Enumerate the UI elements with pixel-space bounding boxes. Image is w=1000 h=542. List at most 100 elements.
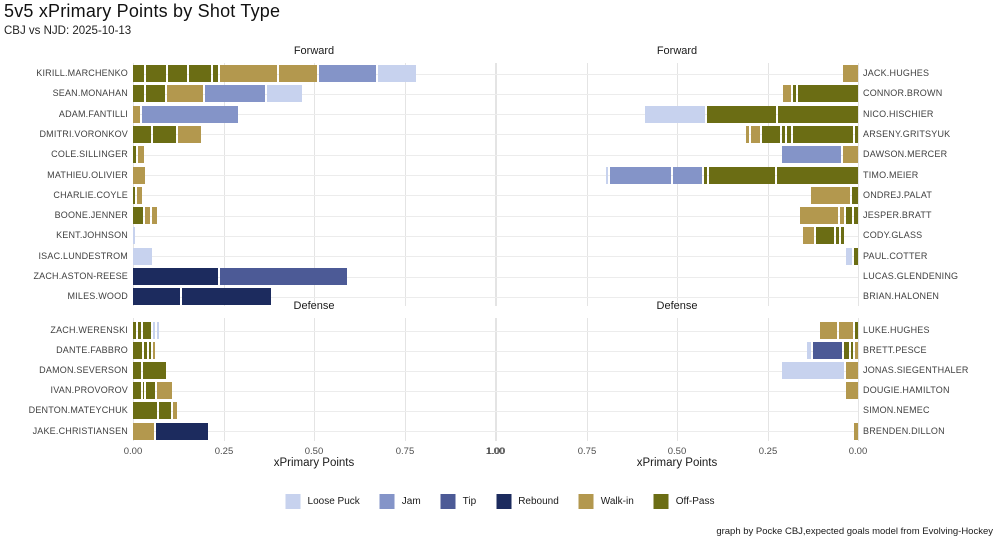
- gridline-vertical: [768, 318, 769, 441]
- bar-segment-offpass: [159, 402, 171, 419]
- gridline-row: [494, 351, 858, 352]
- gridline-row: [133, 431, 497, 432]
- x-tick-label: 0.00: [848, 446, 868, 457]
- gridline-row: [133, 216, 497, 217]
- bar-miles.wood: [133, 288, 271, 305]
- x-axis-title: xPrimary Points: [636, 457, 718, 469]
- player-label: JESPER.BRATT: [863, 210, 932, 220]
- player-label: ADAM.FANTILLI: [58, 109, 128, 119]
- x-axis-title: xPrimary Points: [273, 457, 355, 469]
- x-tick-label: 0.75: [395, 446, 415, 457]
- bar-segment-walkin: [750, 126, 760, 143]
- bar-segment-walkin: [839, 207, 845, 224]
- bar-sean.monahan: [133, 85, 302, 102]
- bar-segment-offpass: [145, 85, 166, 102]
- bar-brenden.dillon: [853, 423, 858, 440]
- x-tick-label: 1.00: [486, 446, 506, 457]
- gridline-vertical: [496, 63, 497, 306]
- x-tick-label: 0.75: [577, 446, 597, 457]
- bar-segment-walkin: [157, 382, 172, 399]
- gridline-vertical: [224, 63, 225, 306]
- bar-paul.cotter: [846, 248, 858, 265]
- gridline-vertical: [405, 318, 406, 441]
- bar-segment-offpass: [855, 322, 858, 339]
- player-label: BOONE.JENNER: [54, 210, 128, 220]
- bar-segment-rebound: [155, 423, 208, 440]
- player-label: MILES.WOOD: [67, 291, 128, 301]
- gridline-row: [494, 331, 858, 332]
- legend-item-tip: Tip: [440, 494, 477, 509]
- bar-segment-offpass: [787, 126, 791, 143]
- bar-segment-offpass: [146, 382, 156, 399]
- legend-swatch-loose: [285, 494, 301, 509]
- bar-segment-offpass: [133, 85, 144, 102]
- gridline-vertical: [314, 318, 315, 441]
- bar-segment-rebound: [182, 288, 271, 305]
- gridline-vertical: [133, 318, 134, 441]
- gridline-row: [494, 94, 858, 95]
- bar-segment-offpass: [855, 126, 858, 143]
- player-label: JAKE.CHRISTIANSEN: [32, 426, 128, 436]
- bar-jake.christiansen: [133, 423, 208, 440]
- player-label: SIMON.NEMEC: [863, 405, 930, 415]
- bar-dmitri.voronkov: [133, 126, 201, 143]
- player-label: DANTE.FABBRO: [56, 345, 128, 355]
- bar-brett.pesce: [807, 342, 858, 359]
- facet-label-forward-right: Forward: [656, 45, 698, 57]
- player-label: CONNOR.BROWN: [863, 88, 943, 98]
- legend-item-jam: Jam: [379, 494, 421, 509]
- bar-segment-offpass: [761, 126, 780, 143]
- bar-segment-walkin: [746, 126, 749, 143]
- bar-segment-jam: [319, 65, 377, 82]
- x-tick-label: 0.50: [304, 446, 324, 457]
- gridline-vertical: [768, 63, 769, 306]
- bar-segment-offpass: [815, 227, 834, 244]
- gridline-row: [133, 155, 497, 156]
- bar-segment-walkin: [800, 207, 838, 224]
- bar-arseny.gritsyuk: [746, 126, 858, 143]
- player-label: DOUGIE.HAMILTON: [863, 385, 950, 395]
- bar-ivan.provorov: [133, 382, 172, 399]
- bar-segment-tip: [220, 268, 348, 285]
- bar-segment-offpass: [133, 146, 136, 163]
- bar-segment-offpass: [792, 126, 854, 143]
- bar-dawson.mercer: [782, 146, 858, 163]
- gridline-row: [494, 277, 858, 278]
- legend-label: Off-Pass: [675, 496, 715, 507]
- player-label: BRENDEN.DILLON: [863, 426, 945, 436]
- bar-segment-offpass: [133, 362, 141, 379]
- player-label: MATHIEU.OLIVIER: [47, 170, 128, 180]
- bar-segment-walkin: [152, 342, 155, 359]
- bar-segment-walkin: [137, 187, 142, 204]
- gridline-row: [494, 371, 858, 372]
- legend-label: Tip: [462, 496, 477, 507]
- gridline-row: [494, 155, 858, 156]
- bar-connor.brown: [783, 85, 858, 102]
- player-label: DAWSON.MERCER: [863, 149, 948, 159]
- bar-segment-offpass: [703, 167, 708, 184]
- player-label: LUCAS.GLENDENING: [863, 271, 959, 281]
- gridline-vertical: [858, 318, 859, 441]
- player-label: LUKE.HUGHES: [863, 325, 930, 335]
- bar-jesper.bratt: [800, 207, 858, 224]
- gridline-row: [133, 175, 497, 176]
- bar-segment-offpass: [145, 65, 166, 82]
- gridline-vertical: [405, 63, 406, 306]
- gridline-row: [494, 256, 858, 257]
- legend-swatch-rebound: [496, 494, 512, 509]
- bar-segment-walkin: [810, 187, 850, 204]
- bar-segment-offpass: [142, 322, 151, 339]
- bar-segment-offpass: [851, 187, 858, 204]
- gridline-row: [133, 297, 497, 298]
- bar-segment-offpass: [707, 106, 776, 123]
- gridline-row: [133, 391, 497, 392]
- bar-segment-offpass: [853, 248, 858, 265]
- gridline-vertical: [858, 63, 859, 306]
- bar-dante.fabbro: [133, 342, 155, 359]
- bar-segment-walkin: [133, 106, 140, 123]
- facet-label-defense-left: Defense: [293, 300, 335, 312]
- legend-label: Rebound: [518, 496, 559, 507]
- player-label: PAUL.COTTER: [863, 251, 928, 261]
- gridline-row: [133, 371, 497, 372]
- player-label: DENTON.MATEYCHUK: [28, 405, 128, 415]
